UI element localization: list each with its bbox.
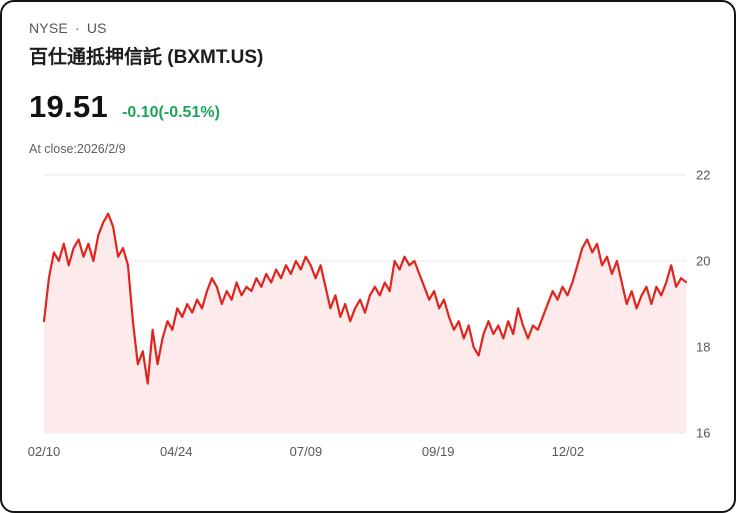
x-axis-label: 04/24 [160,444,193,459]
price-area [44,213,686,433]
y-axis-label: 20 [696,254,710,269]
y-axis-label: 22 [696,168,710,183]
last-price: 19.51 [29,89,109,124]
stock-title: 百仕通抵押信託 (BXMT.US) [29,47,264,68]
y-axis-label: 18 [696,340,710,355]
price-chart-container: 16 18 20 22 02/10 04/24 07/09 09/19 12/02 [24,165,711,470]
price-change: -0.10(-0.51%) [122,104,220,121]
as-of-timestamp: At close:2026/2/9 [29,142,126,156]
exchange-separator-dot: · [74,20,80,36]
y-axis-label: 16 [696,426,710,441]
exchange-label: NYSE [29,20,68,36]
exchange-info: NYSE · US [29,20,710,36]
x-axis-label: 12/02 [552,444,585,459]
x-axis-label: 07/09 [290,444,323,459]
price-chart[interactable]: 16 18 20 22 02/10 04/24 07/09 09/19 12/02 [24,165,724,470]
x-axis-label: 02/10 [28,444,61,459]
price-row: 19.51 -0.10(-0.51%) [29,89,710,125]
region-label: US [86,20,107,36]
x-axis-label: 09/19 [422,444,455,459]
price-line [42,212,688,385]
